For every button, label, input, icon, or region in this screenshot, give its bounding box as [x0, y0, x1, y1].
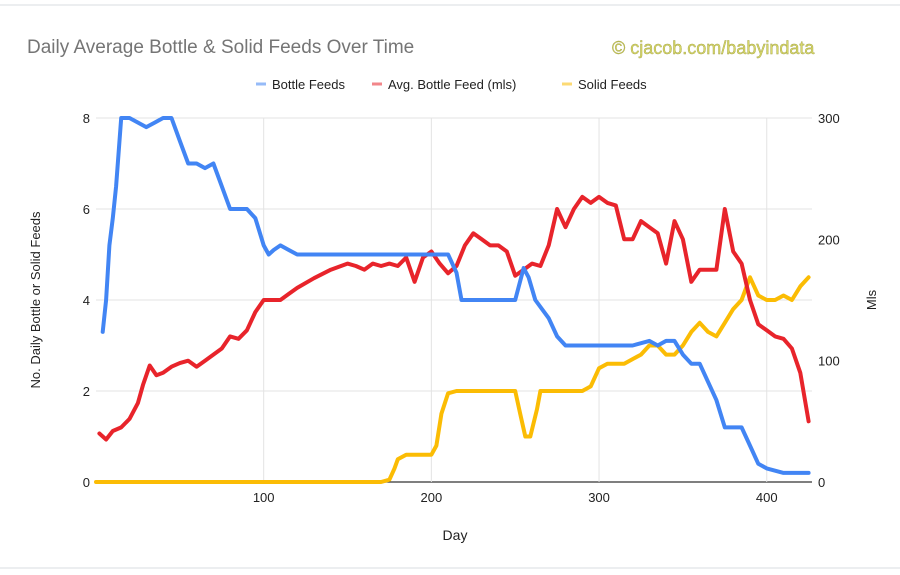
x-tick-label: 100	[253, 490, 275, 505]
legend: Bottle Feeds Avg. Bottle Feed (mls) Solid …	[256, 77, 647, 92]
legend-label-avg-bottle-feed-mls: Avg. Bottle Feed (mls)	[388, 77, 516, 92]
x-axis-label: Day	[443, 527, 468, 543]
series-line-solid-feeds	[94, 275, 811, 484]
y-left-tick-label: 4	[83, 293, 90, 308]
tick-labels: 0 2 4 6 8 0 100 200 300 100 200 300 400	[83, 111, 840, 505]
y-left-tick-label: 0	[83, 475, 90, 490]
gridlines	[96, 117, 812, 483]
y-left-tick-label: 2	[83, 384, 90, 399]
x-tick-label: 200	[421, 490, 443, 505]
y-left-tick-label: 8	[83, 111, 90, 126]
y-right-tick-label: 100	[818, 354, 840, 369]
legend-label-bottle-feeds: Bottle Feeds	[272, 77, 345, 92]
y-right-tick-label: 0	[818, 475, 825, 490]
x-tick-label: 300	[588, 490, 610, 505]
series-layer	[94, 116, 811, 484]
y-axis-left-label: No. Daily Bottle or Solid Feeds	[28, 211, 43, 389]
watermark: © cjacob.com/babyindata	[612, 38, 815, 58]
y-right-tick-label: 300	[818, 111, 840, 126]
chart-title: Daily Average Bottle & Solid Feeds Over …	[27, 37, 414, 58]
y-axis-right-label: Mls	[864, 289, 879, 310]
y-left-tick-label: 6	[83, 202, 90, 217]
y-right-tick-label: 200	[818, 232, 840, 247]
series-line-bottle-feeds	[100, 116, 811, 475]
legend-label-solid-feeds: Solid Feeds	[578, 77, 647, 92]
x-tick-label: 400	[756, 490, 778, 505]
series-line-avg-bottle-feed-mls	[97, 194, 811, 442]
